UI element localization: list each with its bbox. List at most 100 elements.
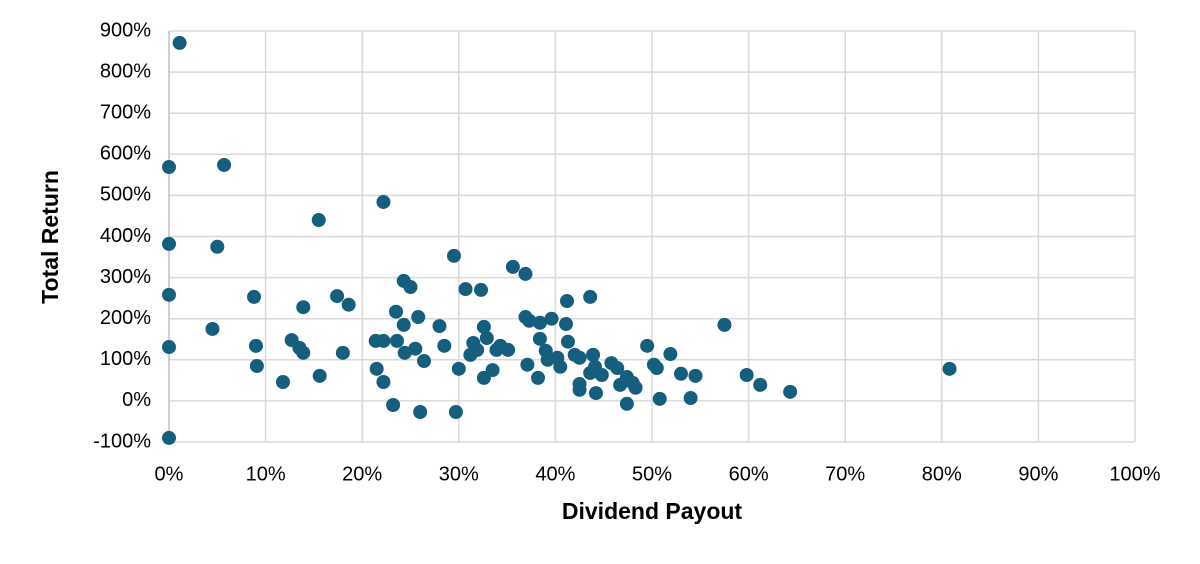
x-tick-label: 60% bbox=[729, 463, 769, 485]
data-point bbox=[520, 357, 535, 372]
x-tick-label: 90% bbox=[1018, 463, 1058, 485]
data-point bbox=[474, 282, 489, 297]
x-axis-title: Dividend Payout bbox=[562, 498, 743, 524]
data-point bbox=[559, 294, 574, 309]
data-point bbox=[663, 347, 678, 362]
data-point bbox=[341, 297, 356, 312]
data-point bbox=[458, 282, 473, 297]
data-point bbox=[397, 345, 412, 360]
data-point bbox=[448, 404, 463, 419]
data-point bbox=[470, 342, 485, 357]
data-point bbox=[610, 361, 625, 376]
data-point bbox=[753, 377, 768, 392]
data-point bbox=[640, 338, 655, 353]
data-point bbox=[451, 361, 466, 376]
data-point bbox=[522, 313, 537, 328]
data-point bbox=[330, 289, 345, 304]
data-point bbox=[683, 391, 698, 406]
data-point bbox=[649, 361, 664, 376]
data-point bbox=[446, 248, 461, 263]
y-tick-label: 600% bbox=[100, 143, 151, 165]
x-tick-label: 20% bbox=[342, 463, 382, 485]
data-point bbox=[553, 359, 568, 374]
x-tick-label: 30% bbox=[439, 463, 479, 485]
data-point bbox=[628, 380, 643, 395]
data-point bbox=[559, 317, 574, 332]
data-point bbox=[396, 317, 411, 332]
y-tick-label: 200% bbox=[100, 307, 151, 329]
data-point bbox=[296, 300, 311, 315]
data-point bbox=[688, 368, 703, 383]
data-point bbox=[311, 213, 326, 228]
data-point bbox=[717, 317, 732, 332]
data-point bbox=[572, 350, 587, 365]
data-point bbox=[408, 341, 423, 356]
data-point bbox=[247, 289, 262, 304]
data-point bbox=[583, 289, 598, 304]
x-tick-label: 0% bbox=[155, 463, 184, 485]
data-point bbox=[162, 160, 176, 175]
data-point bbox=[369, 361, 384, 376]
data-point bbox=[162, 287, 176, 302]
x-tick-label: 70% bbox=[825, 463, 865, 485]
data-point bbox=[476, 319, 491, 334]
data-point bbox=[942, 361, 957, 376]
data-point bbox=[594, 368, 609, 383]
y-tick-label: 100% bbox=[100, 348, 151, 370]
data-point bbox=[217, 157, 232, 172]
data-point bbox=[389, 333, 404, 348]
data-point bbox=[249, 358, 264, 373]
y-tick-label: 800% bbox=[100, 60, 151, 82]
data-point bbox=[312, 368, 327, 383]
y-axis-title: Total Return bbox=[37, 170, 63, 304]
data-point bbox=[572, 382, 587, 397]
data-point bbox=[652, 391, 667, 406]
data-point bbox=[532, 331, 547, 346]
data-point bbox=[673, 366, 688, 381]
data-point bbox=[783, 384, 798, 399]
y-tick-label: 400% bbox=[100, 225, 151, 247]
data-point bbox=[532, 315, 547, 330]
x-tick-label: 80% bbox=[922, 463, 962, 485]
x-tick-label: 10% bbox=[246, 463, 286, 485]
x-tick-label: 50% bbox=[632, 463, 672, 485]
y-tick-label: 900% bbox=[100, 19, 151, 41]
data-point bbox=[586, 347, 601, 362]
data-point bbox=[376, 194, 391, 209]
data-point bbox=[386, 398, 401, 413]
data-point bbox=[275, 374, 290, 389]
x-tick-label: 100% bbox=[1109, 463, 1160, 485]
data-point bbox=[411, 310, 426, 325]
data-point bbox=[376, 374, 391, 389]
y-tick-label: 500% bbox=[100, 184, 151, 206]
data-point bbox=[479, 331, 494, 346]
y-tick-label: -100% bbox=[93, 430, 151, 452]
data-point bbox=[560, 334, 575, 349]
data-point bbox=[739, 368, 754, 383]
data-point bbox=[432, 319, 447, 334]
data-point bbox=[505, 259, 520, 274]
y-tick-label: 300% bbox=[100, 266, 151, 288]
data-point bbox=[588, 386, 603, 401]
y-tick-label: 0% bbox=[122, 389, 151, 411]
data-point bbox=[413, 404, 428, 419]
data-point bbox=[205, 321, 220, 336]
y-tick-label: 700% bbox=[100, 101, 151, 123]
data-point bbox=[210, 239, 225, 254]
data-point bbox=[619, 396, 634, 411]
data-point bbox=[172, 35, 187, 50]
data-point bbox=[376, 333, 391, 348]
x-tick-label: 40% bbox=[535, 463, 575, 485]
data-point bbox=[531, 370, 546, 385]
data-point bbox=[162, 340, 176, 355]
data-point bbox=[437, 338, 452, 353]
data-point bbox=[403, 280, 418, 295]
data-point bbox=[485, 363, 500, 378]
data-point bbox=[296, 345, 311, 360]
data-point bbox=[389, 304, 404, 319]
data-point bbox=[162, 430, 176, 445]
data-point bbox=[544, 311, 559, 326]
data-point bbox=[501, 342, 516, 357]
data-point bbox=[162, 236, 176, 251]
